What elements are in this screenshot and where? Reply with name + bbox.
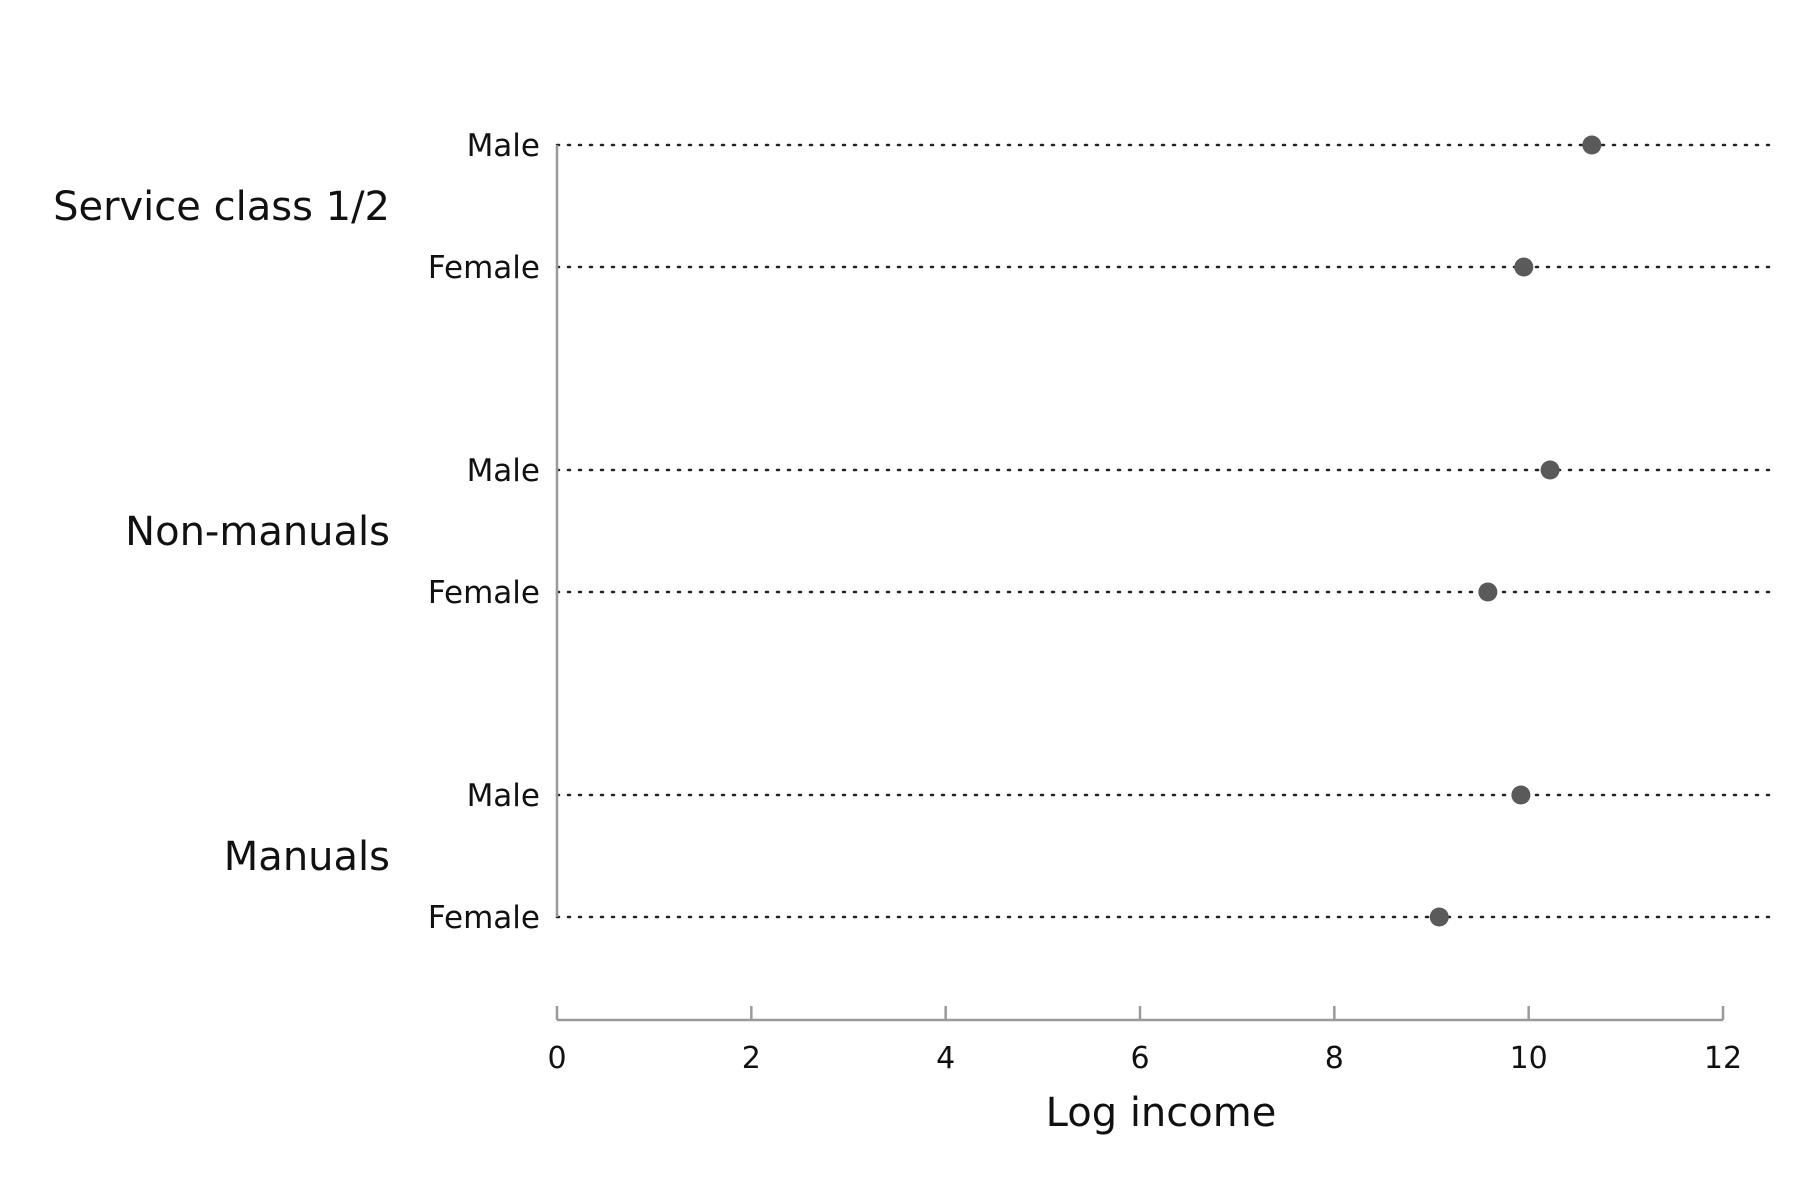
x-tick-label: 8 xyxy=(1325,1041,1344,1076)
x-axis-title: Log income xyxy=(1046,1090,1277,1136)
x-tick-label: 4 xyxy=(936,1041,955,1076)
group-label: Manuals xyxy=(224,834,390,880)
row-label: Female xyxy=(428,900,540,936)
x-tick-label: 10 xyxy=(1510,1041,1548,1076)
data-points xyxy=(1429,135,1602,927)
row-label: Male xyxy=(467,453,540,489)
row-label: Female xyxy=(428,575,540,611)
x-tick-label: 0 xyxy=(547,1041,566,1076)
guide-lines xyxy=(555,143,1774,919)
data-point xyxy=(1582,135,1602,155)
row-label: Male xyxy=(467,778,540,814)
data-point xyxy=(1540,460,1560,480)
x-tick-label: 6 xyxy=(1130,1041,1149,1076)
x-tick-label: 2 xyxy=(742,1041,761,1076)
row-label: Female xyxy=(428,250,540,286)
labels: Male Female Service class 1/2 Male Female Non… xyxy=(53,128,540,936)
row-label: Male xyxy=(467,128,540,164)
data-point xyxy=(1511,785,1531,805)
group-label: Non-manuals xyxy=(125,509,390,555)
data-point xyxy=(1514,257,1534,277)
data-point xyxy=(1478,582,1498,602)
data-point xyxy=(1429,907,1449,927)
group-label: Service class 1/2 xyxy=(53,184,390,230)
x-tick-label: 12 xyxy=(1704,1041,1742,1076)
axes: 0 2 4 6 8 10 12 xyxy=(547,145,1742,1076)
